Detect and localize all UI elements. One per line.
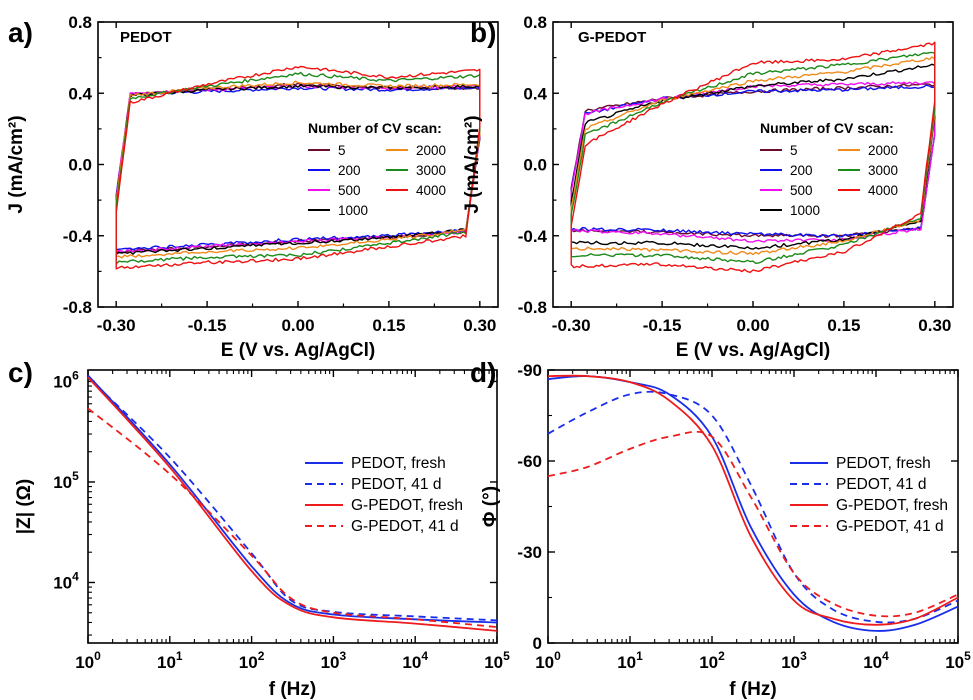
legend: PEDOT, fresh PEDOT, 41 d G-PEDOT, fresh G-P… xyxy=(305,455,463,535)
panel-letter: b) xyxy=(470,17,496,48)
y-axis-title: |Z| (Ω) xyxy=(14,479,35,534)
y-tick-label: 0 xyxy=(533,634,542,653)
x-axis-title: E (V vs. Ag/AgCl) xyxy=(221,340,375,361)
x-tick-label: 0.00 xyxy=(736,316,769,335)
legend-label: PEDOT, 41 d xyxy=(836,476,926,493)
x-tick-label: 103 xyxy=(781,649,807,672)
panel-c: 100 101 102 103 104 105 104 105 106 f (Hz) |Z| (Ω)… xyxy=(8,357,510,700)
x-tick-label: 105 xyxy=(945,649,971,672)
y-tick-label: -30 xyxy=(517,543,542,562)
legend-label: 5 xyxy=(790,143,798,158)
bode-curve-2 xyxy=(547,374,959,626)
x-tick-label: 100 xyxy=(75,649,101,672)
legend-label: 3000 xyxy=(868,163,898,178)
cv-curve-4000 xyxy=(115,65,481,270)
legend-label: 4000 xyxy=(416,183,446,198)
legend-label: PEDOT, 41 d xyxy=(351,476,441,493)
y-tick-label: -0.4 xyxy=(63,227,93,246)
bode-curve-3 xyxy=(87,407,498,628)
cv-curve-3000 xyxy=(570,51,936,264)
panel-title: PEDOT xyxy=(120,29,172,46)
x-tick-label: -0.15 xyxy=(643,316,682,335)
x-tick-label: 101 xyxy=(157,649,183,672)
x-tick-label: 0.00 xyxy=(281,316,314,335)
legend-label: 200 xyxy=(338,163,361,178)
legend-label: G-PEDOT, 41 d xyxy=(351,518,459,535)
legend-label: G-PEDOT, 41 d xyxy=(836,518,944,535)
y-tick-label: -0.4 xyxy=(518,227,548,246)
legend-label: G-PEDOT, fresh xyxy=(836,497,948,514)
y-axis-title: J (mA/cm²) xyxy=(6,115,27,213)
legend-label: 500 xyxy=(790,183,813,198)
panel-letter: d) xyxy=(470,357,496,388)
y-tick-label: -0.8 xyxy=(63,298,92,317)
legend-label: G-PEDOT, fresh xyxy=(351,497,463,514)
x-tick-label: 0.30 xyxy=(918,316,951,335)
panel-b: -0.30 -0.15 0.00 0.15 0.30 -0.8 -0.4 0.0 0.4 0.8 E… xyxy=(462,13,954,361)
x-tick-label: 101 xyxy=(617,649,643,672)
cv-curve-5 xyxy=(570,83,936,238)
panel-a: -0.30 -0.15 0.00 0.15 0.30 -0.8 -0.4 0.0 0.4 0.8 E… xyxy=(6,13,499,361)
x-axis-title: f (Hz) xyxy=(729,679,776,700)
legend-label: 500 xyxy=(338,183,361,198)
legend-label: 1000 xyxy=(790,203,820,218)
y-tick-label: 0.0 xyxy=(68,156,92,175)
y-tick-label: 106 xyxy=(53,368,79,391)
y-tick-label: 105 xyxy=(53,469,79,492)
bode-curve-3 xyxy=(547,430,959,618)
x-tick-label: 102 xyxy=(699,649,725,672)
x-tick-label: 104 xyxy=(863,649,889,672)
x-tick-label: 104 xyxy=(402,649,428,672)
y-tick-label: 0.4 xyxy=(523,84,547,103)
x-tick-label: 105 xyxy=(484,649,510,672)
legend-label: 5 xyxy=(338,143,346,158)
legend-title: Number of CV scan: xyxy=(760,120,894,136)
cv-curve-4000 xyxy=(570,41,936,273)
legend-label: 1000 xyxy=(338,203,368,218)
y-axis-title: J (mA/cm²) xyxy=(462,115,483,213)
panel-letter: a) xyxy=(8,17,33,48)
y-tick-label: -60 xyxy=(517,452,542,471)
x-tick-label: 0.15 xyxy=(827,316,860,335)
x-axis-title: f (Hz) xyxy=(269,679,316,700)
x-tick-label: 102 xyxy=(239,649,265,672)
plot-frame-c xyxy=(87,369,498,644)
x-tick-label: 0.15 xyxy=(372,316,405,335)
y-tick-label: -0.8 xyxy=(518,298,547,317)
y-tick-label: 104 xyxy=(53,569,79,592)
panel-letter: c) xyxy=(8,357,33,388)
y-tick-label: 0.0 xyxy=(523,156,547,175)
x-tick-label: -0.30 xyxy=(97,316,136,335)
y-tick-label: -90 xyxy=(517,361,542,380)
bode-curve-0 xyxy=(87,374,498,624)
legend-label: 200 xyxy=(790,163,813,178)
x-tick-label: 100 xyxy=(535,649,561,672)
x-axis-title: E (V vs. Ag/AgCl) xyxy=(676,340,830,361)
legend-title: Number of CV scan: xyxy=(308,120,442,136)
y-axis-title: Φ (°) xyxy=(480,486,501,527)
y-tick-label: 0.8 xyxy=(68,13,92,32)
x-tick-label: -0.15 xyxy=(188,316,227,335)
legend-label: 2000 xyxy=(416,143,446,158)
legend-label: 4000 xyxy=(868,183,898,198)
y-tick-label: 0.4 xyxy=(68,84,92,103)
x-tick-label: 103 xyxy=(321,649,347,672)
panel-d: 100 101 102 103 104 105 0 -30 -60 -90 f (Hz) Φ (°) d… xyxy=(470,357,971,700)
panel-title: G-PEDOT xyxy=(578,29,646,46)
cv-curve-200 xyxy=(570,84,936,238)
y-tick-label: 0.8 xyxy=(523,13,547,32)
legend: Number of CV scan: 5 200 500 1000 2000 3000 400… xyxy=(760,120,898,218)
legend-label: 2000 xyxy=(868,143,898,158)
legend-label: PEDOT, fresh xyxy=(836,455,931,472)
bode-curve-1 xyxy=(87,376,498,622)
legend: Number of CV scan: 5 200 500 1000 2000 3000 400… xyxy=(308,120,446,218)
legend: PEDOT, fresh PEDOT, 41 d G-PEDOT, fresh G-P… xyxy=(790,455,948,535)
legend-label: 3000 xyxy=(416,163,446,178)
x-tick-label: -0.30 xyxy=(552,316,591,335)
legend-label: PEDOT, fresh xyxy=(351,455,446,472)
cv-curve-500 xyxy=(570,81,936,243)
x-tick-label: 0.30 xyxy=(463,316,496,335)
bode-curve-2 xyxy=(87,376,498,632)
